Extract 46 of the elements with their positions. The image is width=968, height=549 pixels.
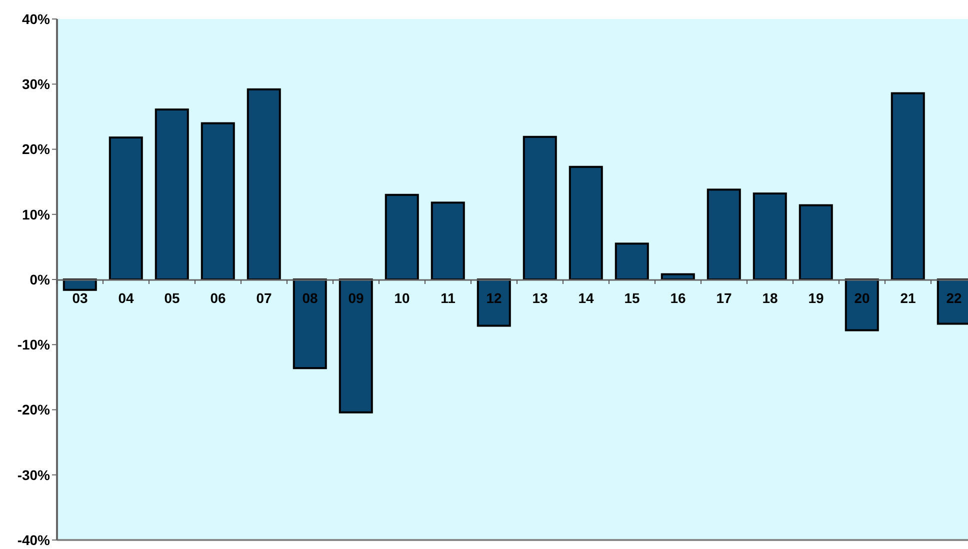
x-tick-label: 11	[440, 290, 456, 306]
x-tick-label: 10	[394, 290, 410, 306]
x-tick-label: 05	[164, 290, 180, 306]
bar	[568, 166, 603, 280]
bar	[844, 278, 879, 332]
y-tick-label: 0%	[30, 271, 51, 288]
bar	[246, 88, 281, 280]
bar	[108, 136, 143, 280]
y-tick-label: -30%	[17, 466, 51, 483]
y-tick-label: -20%	[17, 402, 51, 418]
bar	[706, 188, 741, 280]
x-tick-label: 06	[210, 290, 226, 306]
x-tick-label: 15	[624, 290, 640, 306]
x-tick-label: 12	[486, 290, 502, 306]
y-tick-label: 10%	[22, 206, 51, 222]
bar	[522, 136, 557, 280]
bar	[752, 192, 787, 280]
x-tick-label: 08	[302, 290, 318, 306]
bar	[200, 122, 235, 280]
x-tick-label: 22	[946, 290, 962, 306]
x-tick-label: 18	[762, 290, 778, 306]
x-tick-label: 03	[72, 290, 88, 306]
x-tick-label: 16	[670, 290, 686, 306]
bar	[614, 242, 649, 280]
y-tick-label: 30%	[22, 76, 51, 92]
bar	[154, 108, 189, 280]
bar	[430, 202, 465, 280]
x-tick-label: 14	[578, 290, 594, 306]
y-tick-label: -10%	[17, 336, 51, 353]
bar	[798, 204, 833, 280]
bar	[384, 194, 419, 280]
bar	[476, 278, 511, 327]
x-tick-label: 17	[716, 290, 732, 306]
y-tick-label: 40%	[22, 10, 51, 27]
bar	[338, 278, 373, 414]
bar	[292, 278, 327, 370]
x-tick-label: 19	[808, 290, 824, 306]
y-tick-label: 20%	[22, 141, 51, 158]
y-tick-label: -40%	[17, 532, 51, 548]
x-tick-label: 21	[900, 290, 916, 306]
x-tick-label: 07	[256, 290, 272, 306]
x-tick-label: 04	[118, 290, 134, 306]
bar	[890, 92, 925, 280]
x-tick-label: 20	[854, 290, 870, 306]
x-tick-label: 09	[348, 290, 364, 306]
x-tick-label: 13	[532, 290, 548, 306]
